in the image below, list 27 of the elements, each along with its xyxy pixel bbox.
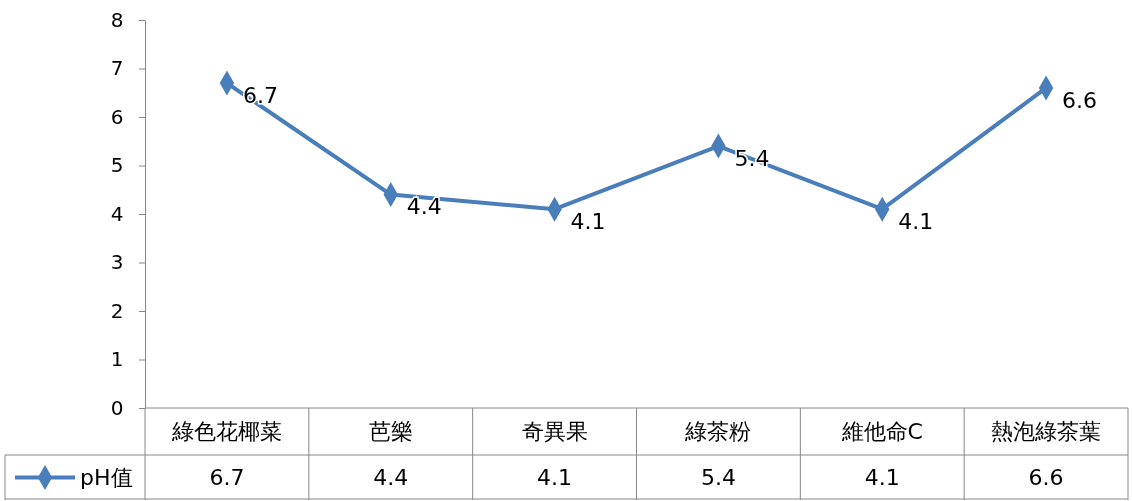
x-tick-label: 奇異果: [521, 419, 588, 445]
x-tick-label: 芭樂: [368, 419, 413, 445]
y-tick-label: 5: [110, 153, 124, 178]
y-tick-label: 2: [110, 298, 124, 323]
y-tick-label: 7: [110, 56, 124, 81]
text: 4.1: [570, 208, 606, 234]
y-tick-label: 8: [110, 7, 124, 32]
data-label: 4.4: [373, 465, 409, 491]
x-tick-label: 綠色花椰菜: [170, 419, 282, 445]
y-tick-label: 4: [110, 201, 124, 226]
data-label: 4.1: [864, 465, 900, 491]
y-tick-label: 3: [110, 250, 124, 275]
data-label: 6.7: [209, 465, 245, 491]
text: 4.4: [406, 194, 442, 220]
data-label: 4.1: [537, 465, 573, 491]
data-label: 5.4: [700, 465, 736, 491]
text: 6.7: [242, 82, 278, 108]
x-tick-label: 熱泡綠茶葉: [991, 419, 1102, 445]
text: 6.6: [1062, 87, 1098, 113]
text: 4.1: [898, 208, 934, 234]
data-label: 6.6: [1028, 465, 1064, 491]
y-tick-label: 0: [110, 395, 124, 420]
y-tick-label: 1: [110, 347, 124, 372]
legend-label: pH值: [80, 465, 133, 491]
y-tick-label: 6: [110, 104, 124, 129]
x-tick-label: 維他命C: [840, 419, 923, 445]
x-tick-label: 綠茶粉: [684, 419, 752, 445]
